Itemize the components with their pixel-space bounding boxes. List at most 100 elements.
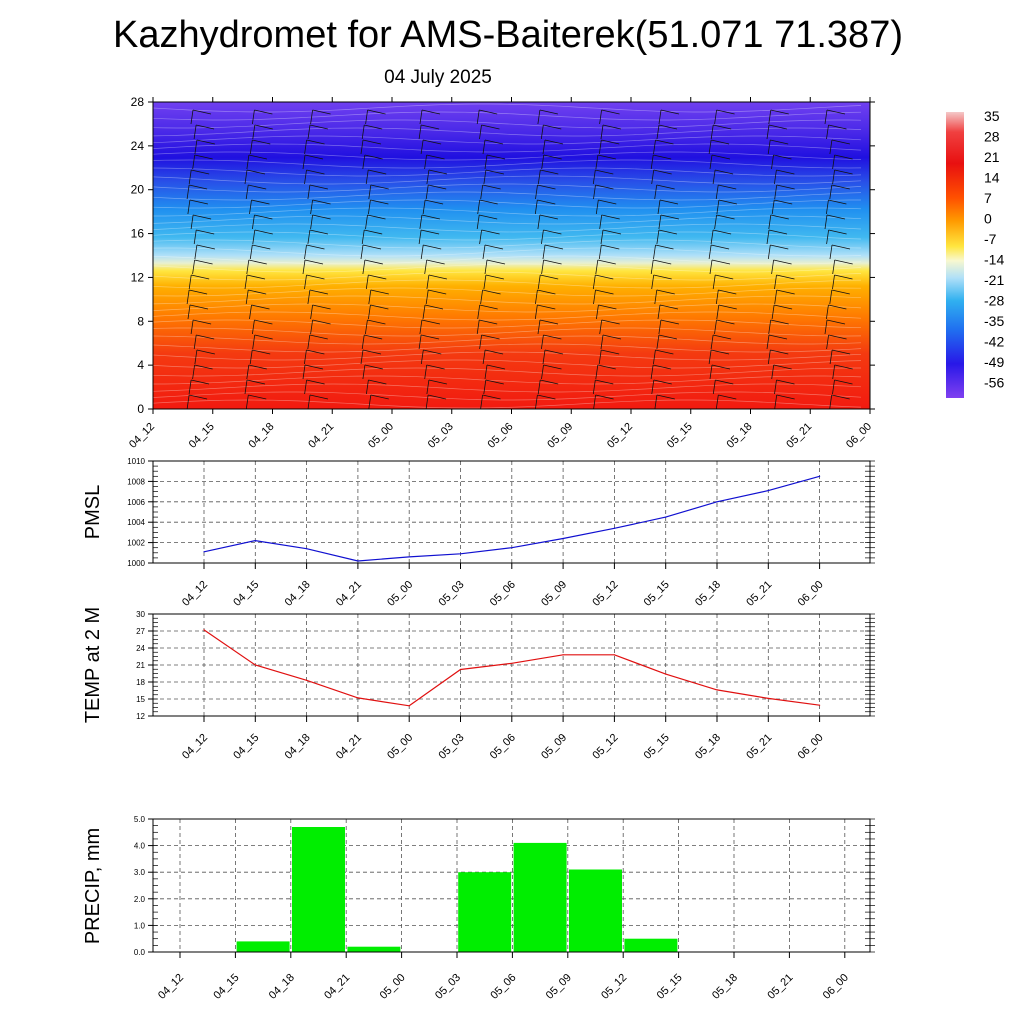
wind-barb-flag <box>655 349 674 355</box>
wind-barb-flag <box>486 154 506 160</box>
wind-barb-flag <box>193 214 212 220</box>
wind-barb-flag <box>653 259 672 265</box>
wind-barb-staff <box>651 379 655 395</box>
wind-barb-staff <box>244 274 248 290</box>
contour-line <box>153 175 862 185</box>
temp-data-point <box>767 697 769 700</box>
wind-barb-flag <box>774 199 793 205</box>
wind-barb-staff <box>656 334 660 350</box>
wind-barb-staff <box>884 185 886 199</box>
x-tick-label: 06_00 <box>796 732 826 762</box>
wind-barb-staff <box>483 379 487 395</box>
wind-barb-flag <box>831 139 850 145</box>
wind-barb-flag <box>653 274 672 280</box>
wind-barb-staff <box>832 364 836 380</box>
colorbar-label: 28 <box>984 129 1000 145</box>
y-tick-label: 3.0 <box>134 868 146 877</box>
wind-barb-staff <box>482 349 486 365</box>
wind-barb-staff <box>829 184 833 200</box>
wind-barb-flag <box>254 229 273 235</box>
y-tick-label: 30 <box>136 610 145 619</box>
pmsl-data-point <box>306 548 308 550</box>
wind-barb-flag <box>248 184 267 190</box>
wind-barb-flag <box>312 109 331 115</box>
wind-barb-flag <box>196 124 215 130</box>
wind-barb-staff <box>186 184 190 200</box>
wind-barb-staff <box>542 244 546 260</box>
wind-barb-flag <box>191 379 210 385</box>
wind-barb-staff <box>650 364 654 380</box>
heatmap-x-tick-label: 05_00 <box>366 421 396 451</box>
wind-barb-staff <box>710 124 714 140</box>
wind-barb-flag <box>191 274 210 280</box>
wind-barb-staff <box>595 199 599 215</box>
wind-barb-flag <box>892 260 910 264</box>
wind-barb-staff <box>766 124 770 140</box>
wind-barb-staff <box>826 124 829 140</box>
wind-barb-flag <box>834 379 853 385</box>
wind-barb-staff <box>774 169 777 185</box>
wind-barb-staff <box>537 214 541 230</box>
wind-barb-flag <box>424 304 444 310</box>
wind-barb-flag <box>306 349 325 355</box>
y-tick-label: 0.0 <box>134 948 146 957</box>
wind-barb-staff <box>832 259 836 275</box>
wind-barb-flag <box>713 124 732 130</box>
wind-barb-flag <box>539 319 559 325</box>
wind-barb-staff <box>362 364 366 380</box>
heatmap-y-tick-label: 20 <box>131 183 145 197</box>
wind-barb-flag <box>718 184 737 190</box>
wind-barb-flag <box>428 394 447 400</box>
wind-barb-staff <box>304 274 307 290</box>
wind-barb-staff <box>419 109 423 125</box>
wind-barb-staff <box>420 139 424 155</box>
wind-barb-staff <box>193 124 197 140</box>
wind-barb-staff <box>715 394 719 409</box>
wind-barb-staff <box>304 379 307 395</box>
wind-barb-flag <box>364 334 383 340</box>
wind-barb-flag <box>776 169 795 175</box>
pmsl-data-point <box>511 547 513 549</box>
wind-barb-staff <box>426 169 430 185</box>
wind-barb-flag <box>537 394 556 400</box>
wind-barb-flag <box>540 274 559 280</box>
wind-barb-flag <box>421 319 440 325</box>
wind-barb-flag <box>421 229 440 235</box>
wind-barb-flag <box>828 304 847 310</box>
wind-barb-flag <box>543 334 562 340</box>
wind-barb-flag <box>309 394 329 400</box>
wind-barb-flag <box>486 364 506 370</box>
wind-barb-staff <box>710 334 714 350</box>
wind-barb-staff <box>418 334 422 350</box>
wind-barb-flag <box>826 109 846 115</box>
wind-barb-flag <box>889 170 907 174</box>
wind-barb-staff <box>479 124 482 140</box>
heatmap-x-tick-label: 05_12 <box>605 421 635 451</box>
wind-barb-staff <box>651 169 655 185</box>
wind-barb-staff <box>188 274 192 290</box>
wind-barb-flag <box>716 109 735 115</box>
wind-barb-staff <box>245 184 249 200</box>
heatmap-panel: 0 4 8 12 16 20 24 28 04_12 04_15 04_18 04_21 05_00 0… <box>127 95 910 451</box>
wind-barb-staff <box>824 319 828 335</box>
y-tick-label: 21 <box>136 661 145 670</box>
wind-barb-staff <box>424 154 427 170</box>
wind-barb-staff <box>186 394 190 409</box>
wind-barb-staff <box>595 154 599 170</box>
wind-barb-staff <box>824 109 828 125</box>
wind-barb-flag <box>421 109 441 115</box>
wind-barb-staff <box>595 364 599 380</box>
wind-barb-staff <box>829 139 833 155</box>
wind-barb-flag <box>597 364 616 370</box>
wind-barb-staff <box>365 109 368 125</box>
wind-barb-staff <box>651 274 655 290</box>
wind-barb-flag <box>364 259 383 265</box>
wind-barb-flag <box>886 290 904 294</box>
wind-barb-flag <box>828 229 847 235</box>
wind-barb-flag <box>770 139 789 145</box>
wind-barb-staff <box>658 109 662 125</box>
wind-barb-staff <box>476 319 480 335</box>
wind-barb-flag <box>482 394 501 400</box>
wind-barb-flag <box>367 319 386 325</box>
temp-data-point <box>562 654 564 656</box>
